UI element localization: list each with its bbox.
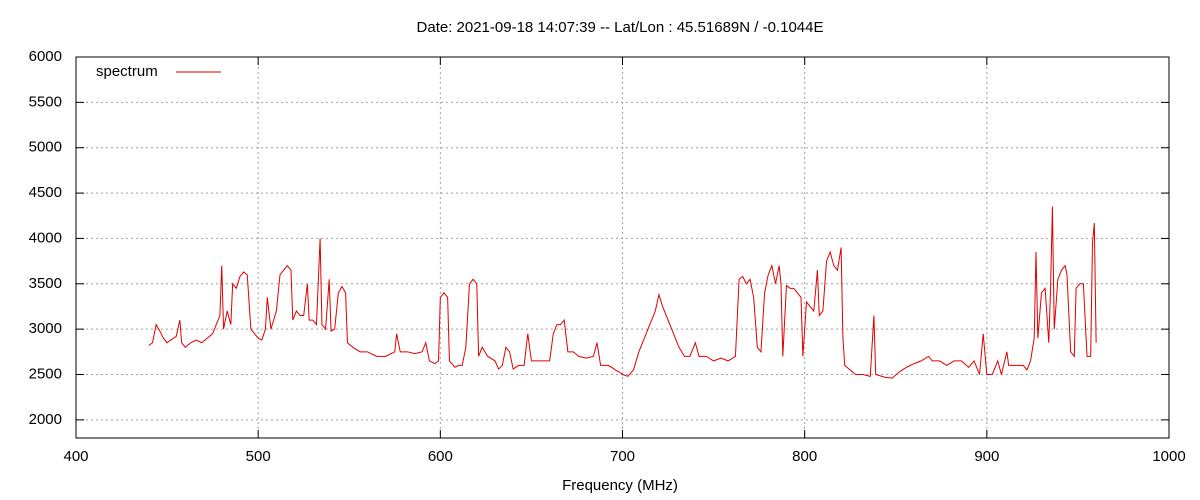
y-tick-label: 6000 — [29, 48, 62, 65]
x-tick-label: 900 — [974, 448, 999, 465]
plot-border — [75, 56, 1170, 439]
y-tick-label: 5000 — [29, 139, 62, 156]
x-tick-label: 600 — [428, 448, 453, 465]
spectrum-line — [148, 206, 1097, 379]
x-tick-label: 400 — [63, 448, 88, 465]
x-tick-label: 500 — [246, 448, 271, 465]
chart-title: Date: 2021-09-18 14:07:39 -- Lat/Lon : 4… — [417, 19, 824, 36]
y-tick-label: 3500 — [29, 275, 62, 292]
x-axis-label: Frequency (MHz) — [562, 477, 678, 494]
x-tick-label: 1000 — [1152, 448, 1185, 465]
y-tick-label: 2500 — [29, 365, 62, 382]
y-tick-label: 3000 — [29, 320, 62, 337]
x-tick-label: 700 — [610, 448, 635, 465]
legend-label: spectrum — [96, 63, 158, 80]
y-tick-label: 4000 — [29, 229, 62, 246]
y-tick-label: 5500 — [29, 93, 62, 110]
y-tick-label: 4500 — [29, 184, 62, 201]
y-tick-label: 2000 — [29, 411, 62, 428]
x-tick-label: 800 — [792, 448, 817, 465]
